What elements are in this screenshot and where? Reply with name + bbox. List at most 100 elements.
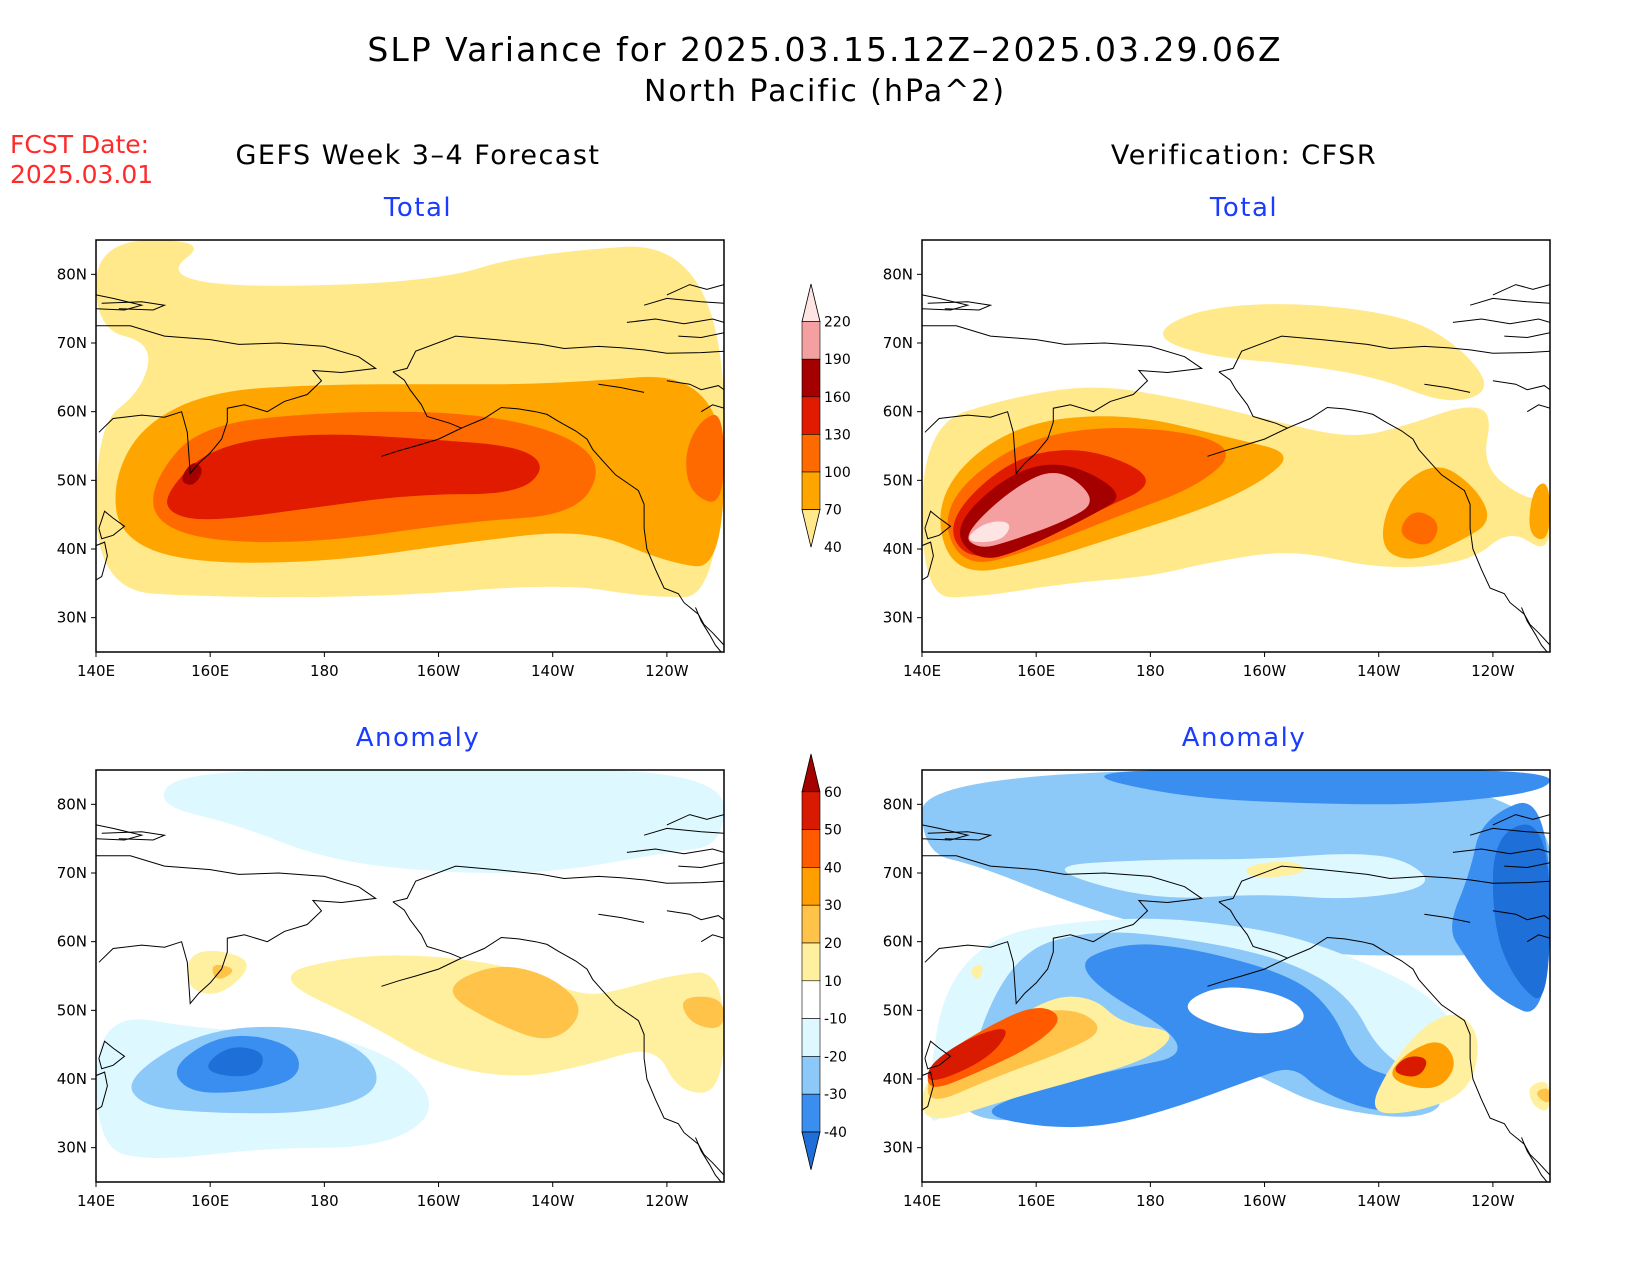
- colorbar-label: 40: [824, 540, 842, 556]
- coastline: [695, 1137, 722, 1182]
- lat-tick-label: 70N: [57, 334, 87, 352]
- lon-tick-label: 160W: [1243, 662, 1287, 680]
- lon-tick-label: 180: [310, 662, 339, 680]
- lat-tick-label: 70N: [883, 334, 913, 352]
- coastline: [392, 335, 724, 373]
- coastline: [927, 831, 993, 841]
- colorbar-segment: [801, 867, 821, 906]
- colorbar-segment: [801, 1056, 821, 1095]
- coastline: [96, 294, 144, 311]
- lat-tick-label: 30N: [57, 1139, 87, 1157]
- coastline: [1521, 607, 1548, 652]
- lon-tick-label: 120W: [1471, 1192, 1515, 1210]
- coastline: [922, 325, 1204, 475]
- contour-region: [971, 964, 983, 979]
- verification-anomaly-map: 140E 160E 180 160W 140W 120W 30N 40N 50N 60N 70N 80…: [883, 769, 1551, 1210]
- lat-tick-label: 80N: [883, 795, 913, 813]
- coastline: [1492, 814, 1550, 826]
- coastline: [1492, 380, 1550, 391]
- lon-tick-label: 140E: [77, 1192, 115, 1210]
- lat-tick-label: 60N: [883, 933, 913, 951]
- lat-tick-label: 40N: [57, 1070, 87, 1088]
- map-frame: [921, 769, 1551, 1183]
- coastline: [643, 827, 724, 836]
- coastline: [1424, 913, 1471, 923]
- coastline: [922, 541, 934, 581]
- coastline: [1469, 827, 1550, 836]
- colorbar-label: 100: [824, 465, 851, 481]
- lat-tick-label: 50N: [57, 1001, 87, 1019]
- colorbar-segment: [801, 1093, 821, 1133]
- lon-tick-label: 140W: [1357, 662, 1401, 680]
- coastline: [924, 510, 952, 540]
- contour-region: [686, 414, 724, 502]
- coastline: [598, 913, 645, 923]
- colorbar-segment: [801, 1018, 821, 1057]
- contour-region: [452, 966, 579, 1039]
- coastline: [695, 607, 722, 652]
- colorbar-label: 130: [824, 427, 851, 443]
- coastline: [927, 301, 993, 311]
- lat-tick-label: 30N: [883, 1139, 913, 1157]
- colorbar-label: -40: [824, 1125, 847, 1141]
- coastline: [392, 865, 724, 903]
- coastline: [381, 901, 463, 987]
- contour-region: [167, 434, 540, 520]
- coastline: [1504, 862, 1550, 869]
- coastline: [96, 541, 108, 581]
- forecast-anomaly-subtitle: Anomaly: [355, 723, 481, 753]
- coastline: [1526, 404, 1550, 413]
- coastline: [643, 297, 724, 306]
- lon-tick-label: 160E: [191, 1192, 229, 1210]
- colorbar-segment: [801, 358, 821, 398]
- coastline: [98, 1040, 126, 1070]
- colorbar-arrow-bottom: [801, 1131, 821, 1170]
- lat-tick-label: 40N: [57, 540, 87, 558]
- verification-anomaly-subtitle: Anomaly: [1181, 723, 1307, 753]
- lat-tick-label: 60N: [883, 403, 913, 421]
- fcst-date-label: FCST Date:: [10, 130, 150, 159]
- colorbar-label: 220: [824, 315, 851, 331]
- contour-region: [927, 1028, 1006, 1081]
- coastline: [1492, 284, 1550, 296]
- colorbar-arrow-bottom: [801, 509, 821, 548]
- coastline: [461, 406, 724, 646]
- coastline: [101, 831, 167, 841]
- fcst-date-value: 2025.03.01: [10, 160, 154, 189]
- lon-tick-label: 160W: [1243, 1192, 1287, 1210]
- verification-total-map: 140E 160E 180 160W 140W 120W 30N 40N 50N 60N 70N 80…: [883, 239, 1551, 680]
- coastline: [922, 855, 1204, 1005]
- coastline: [1504, 332, 1550, 339]
- coastline: [1218, 335, 1550, 373]
- contour-region: [1537, 1088, 1550, 1103]
- coastline: [626, 318, 724, 325]
- colorbar-arrow-top: [801, 283, 821, 322]
- lon-tick-label: 160E: [1017, 1192, 1055, 1210]
- lat-tick-label: 80N: [57, 265, 87, 283]
- contour-region: [682, 996, 724, 1029]
- main-subtitle: North Pacific (hPa^2): [643, 74, 1007, 109]
- coastline: [922, 1071, 934, 1111]
- coastline: [98, 510, 126, 540]
- colorbar-label: -20: [824, 1049, 847, 1065]
- coastline: [1521, 1137, 1548, 1182]
- colorbar-segment: [801, 980, 821, 1019]
- lat-tick-label: 40N: [883, 1070, 913, 1088]
- coastline: [666, 380, 724, 391]
- colorbar-arrow-top: [801, 753, 821, 793]
- coastline: [922, 824, 970, 841]
- forecast-column-title: GEFS Week 3–4 Forecast: [235, 140, 601, 171]
- lon-tick-label: 180: [1136, 662, 1165, 680]
- lon-tick-label: 180: [1136, 1192, 1165, 1210]
- lat-tick-label: 70N: [883, 864, 913, 882]
- coastline: [1218, 865, 1550, 903]
- colorbar-segment: [801, 942, 821, 982]
- colorbar-segment: [801, 791, 821, 830]
- lon-tick-label: 120W: [645, 1192, 689, 1210]
- lon-tick-label: 120W: [1471, 662, 1515, 680]
- lat-tick-label: 40N: [883, 540, 913, 558]
- forecast-anomaly-map: 140E 160E 180 160W 140W 120W 30N 40N 50N 60N 70N 80…: [57, 769, 725, 1210]
- lat-tick-label: 30N: [883, 609, 913, 627]
- forecast-total-subtitle: Total: [383, 193, 453, 223]
- lon-tick-label: 160W: [417, 662, 461, 680]
